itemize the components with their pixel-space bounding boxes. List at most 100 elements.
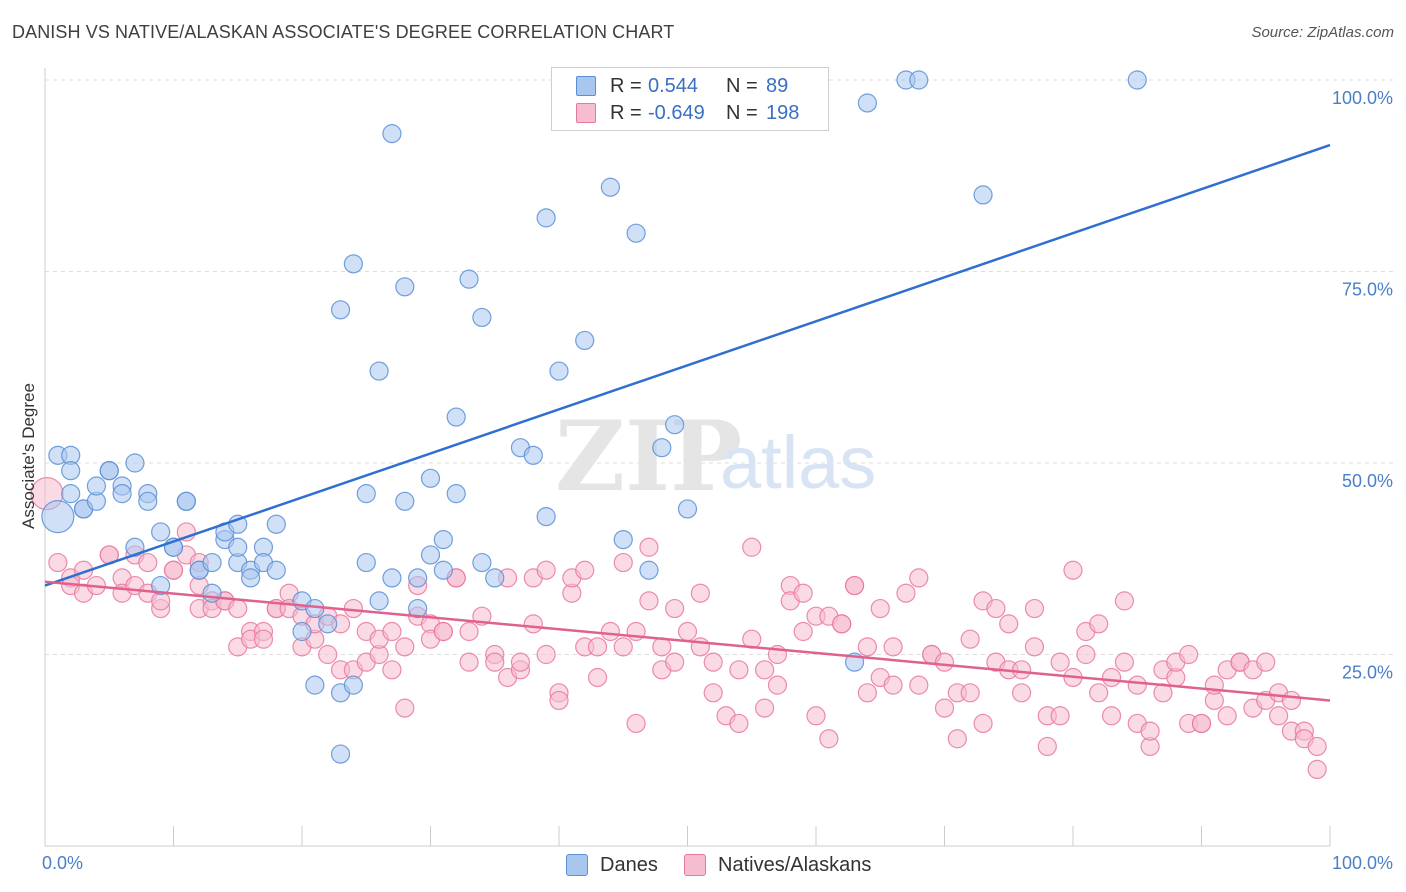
danes-point [176, 491, 196, 511]
danes-point [382, 124, 402, 144]
danes-point [86, 476, 107, 496]
r-value: -0.649 [648, 101, 705, 124]
natives-point [613, 552, 633, 573]
natives-point [947, 729, 967, 749]
danes-swatch [566, 854, 588, 876]
danes-point [330, 300, 351, 320]
danes-point [202, 552, 222, 573]
danes-point [536, 507, 556, 527]
natives-point [626, 713, 646, 734]
r-value: 0.544 [648, 74, 699, 97]
natives-point [973, 713, 993, 734]
danes-points [41, 70, 1147, 764]
natives-point [703, 683, 723, 703]
danes-point [138, 491, 158, 511]
natives-point [986, 598, 1006, 619]
natives-point [729, 713, 749, 734]
natives-point [742, 537, 762, 557]
danes-point [292, 621, 312, 642]
natives-point [613, 637, 633, 657]
natives-point [639, 537, 659, 557]
danes-point [61, 461, 81, 481]
danes-point [369, 591, 389, 611]
natives-point [549, 690, 569, 711]
danes-point [549, 361, 569, 381]
natives-point [857, 683, 878, 703]
natives-point [1179, 644, 1199, 665]
natives-point [523, 614, 543, 634]
danes-point [459, 269, 479, 289]
danes-point [343, 254, 363, 274]
natives-point [485, 652, 505, 672]
natives-point [729, 660, 749, 680]
natives-point [793, 583, 813, 603]
x-tick-label: 0.0% [42, 853, 83, 873]
danes-point [151, 575, 171, 596]
natives-point [665, 652, 685, 672]
danes-point [472, 307, 492, 328]
danes-point [395, 491, 415, 511]
natives-point [1101, 706, 1122, 726]
danes-point [677, 499, 698, 519]
danes-point [575, 330, 595, 351]
danes-point [151, 522, 171, 542]
danes-point [613, 529, 633, 550]
danes-point [626, 223, 646, 243]
natives-point [1101, 667, 1122, 688]
x-tick-label: 100.0% [1332, 853, 1393, 873]
natives-point [48, 552, 68, 573]
natives-point [819, 729, 839, 749]
natives-point [536, 560, 556, 580]
natives-swatch [684, 854, 706, 876]
natives-point [690, 583, 710, 603]
danes-point [395, 277, 415, 297]
natives-point [228, 598, 248, 619]
legend-item-danes: Danes [566, 852, 658, 878]
natives-point [870, 598, 890, 619]
danes-point [41, 500, 75, 534]
natives-point [909, 568, 929, 588]
natives-point [382, 621, 402, 642]
natives-point [1256, 652, 1276, 672]
legend-label: Natives/Alaskans [718, 853, 872, 876]
natives-point [395, 698, 415, 718]
legend-label: Danes [600, 853, 658, 876]
danes-point [446, 484, 466, 504]
natives-point [896, 583, 916, 603]
danes-point [665, 415, 685, 435]
natives-point [1089, 683, 1109, 703]
danes-point [472, 552, 492, 573]
natives-point [1063, 560, 1083, 580]
danes-point [536, 208, 556, 228]
natives-point [395, 637, 415, 657]
natives-point [1307, 759, 1327, 780]
danes-point [639, 560, 659, 580]
danes-point [1127, 70, 1147, 90]
danes-point [382, 568, 402, 588]
n-value: 89 [766, 74, 789, 97]
natives-point [1217, 706, 1237, 726]
danes-point [202, 583, 222, 603]
danes-point [61, 484, 81, 504]
legend-row-natives: R = -0.649 N = 198 [576, 100, 799, 126]
natives-point [934, 698, 955, 718]
y-tick-label: 100.0% [1332, 88, 1393, 108]
natives-point [1024, 598, 1045, 619]
natives-point [934, 652, 955, 672]
chart-source: Source: ZipAtlas.com [1251, 24, 1394, 41]
natives-point [883, 637, 903, 657]
danes-point [330, 744, 351, 764]
natives-trend-line [44, 580, 1331, 702]
natives-point [600, 621, 621, 642]
correlation-legend: R = 0.544 N = 89 R = -0.649 N = 198 [551, 67, 829, 131]
watermark-zip: ZIP [555, 400, 742, 513]
danes-point [600, 177, 621, 197]
danes-trend-line [44, 143, 1331, 587]
danes-point [652, 438, 672, 458]
natives-point [536, 644, 556, 665]
danes-point [433, 529, 453, 550]
natives-point [1114, 652, 1135, 672]
danes-point [318, 614, 338, 634]
natives-point [382, 660, 402, 680]
n-label: N = [726, 101, 758, 124]
